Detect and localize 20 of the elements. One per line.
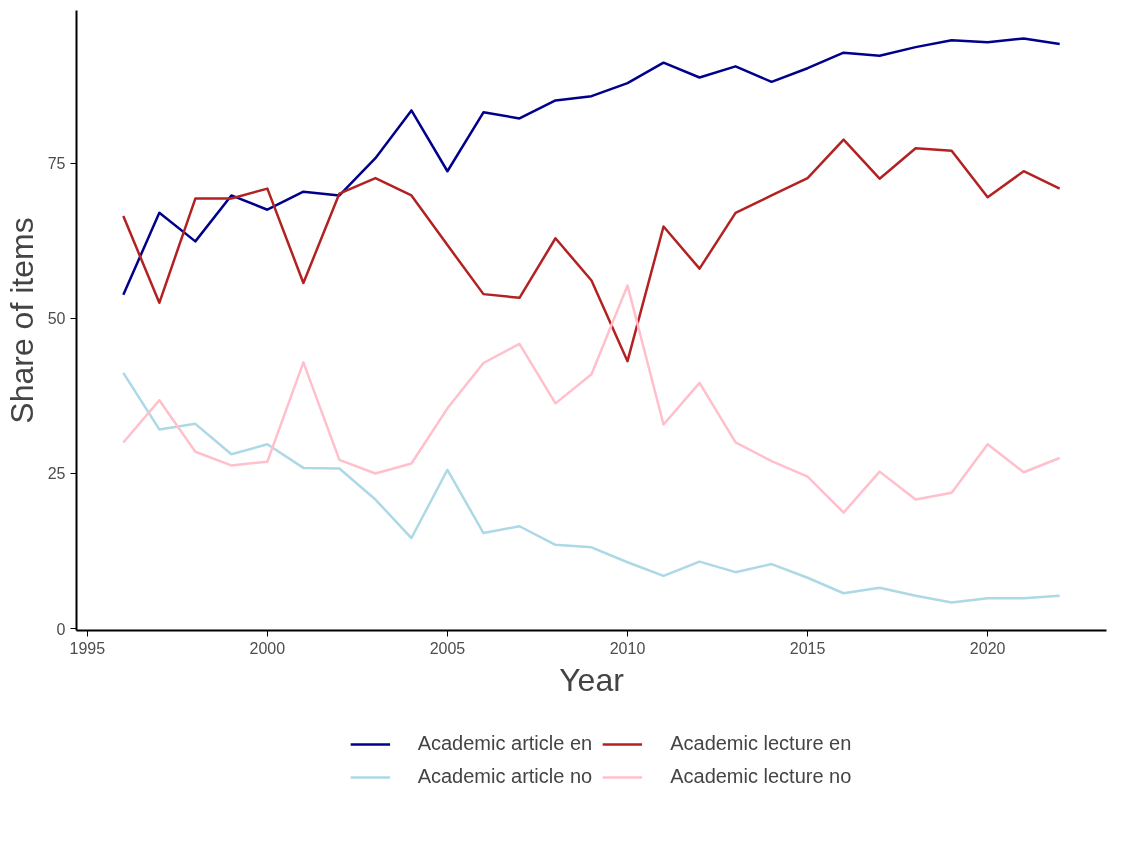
legend-label: Academic lecture no	[670, 765, 852, 788]
x-tick-label: 1995	[69, 639, 106, 657]
x-tick-label: 2015	[789, 639, 826, 657]
x-tick-label: 2005	[429, 639, 466, 657]
legend-label: Academic lecture en	[670, 732, 852, 755]
y-tick-label: 0	[56, 620, 66, 638]
y-tick-label: 75	[47, 155, 66, 173]
line-series	[122, 138, 1061, 363]
y-tick-label: 50	[47, 310, 66, 328]
x-tick-label: 2020	[969, 639, 1006, 657]
y-tick-label: 25	[47, 465, 66, 483]
legend-label: Academic article en	[417, 732, 593, 755]
x-tick-label: 2000	[249, 639, 286, 657]
legend-label: Academic article no	[417, 765, 593, 788]
line-series	[122, 284, 1061, 514]
x-tick-label: 2010	[609, 639, 646, 657]
y-axis-title: Share of items	[3, 217, 40, 424]
line-series	[122, 37, 1061, 296]
x-axis-title: Year	[559, 661, 625, 698]
line-series	[122, 371, 1061, 604]
